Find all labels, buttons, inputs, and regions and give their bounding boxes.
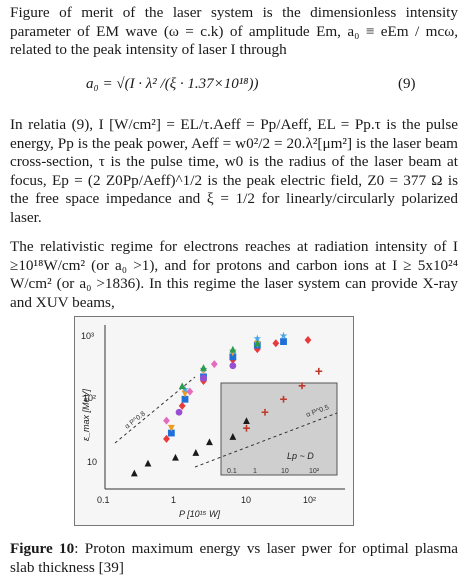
inset-tick-3: 10² — [309, 468, 320, 475]
data-point-s4-p3 — [253, 334, 262, 342]
data-point-s4-p4 — [279, 331, 288, 339]
data-point-s2-p1 — [181, 395, 189, 403]
data-point-s3-p0 — [167, 424, 175, 432]
data-point-s7-p1 — [186, 387, 194, 396]
equation-number: (9) — [398, 76, 416, 92]
inset-tick-0: 0.1 — [227, 468, 237, 475]
fit-line-p05 — [194, 412, 338, 468]
data-point-s6-p1 — [200, 374, 207, 382]
figure-caption: Figure 10: Proton maximum energy vs lase… — [10, 540, 458, 577]
y-axis-label: ε_max [MeV] — [81, 389, 91, 441]
data-point-s1-p1 — [178, 401, 186, 410]
caption-text: : Proton maximum energy vs laser pwer fo… — [10, 540, 458, 576]
data-point-s0-p4 — [206, 438, 213, 446]
data-point-s5-p0 — [178, 382, 186, 390]
definitions-paragraph: In relatia (9), I [W/cm²] = EL/τ.Aeff = … — [10, 116, 458, 226]
x-axis-label: P [10¹⁵ W] — [179, 509, 220, 519]
inset-label: Lp ~ D — [287, 451, 314, 461]
data-point-s8-p3 — [298, 382, 306, 390]
data-point-s5-p2 — [229, 345, 237, 353]
data-point-s0-p3 — [192, 449, 200, 456]
x-tick-label-2: 10 — [241, 495, 251, 505]
data-point-s8-p2 — [280, 395, 287, 403]
data-point-s0-p0 — [130, 469, 138, 477]
data-point-s8-p4 — [315, 367, 323, 375]
data-point-s8-p0 — [243, 424, 250, 432]
data-point-s1-p0 — [163, 434, 170, 443]
equation-9: a₀ = √(I · λ² /(ξ · 1.37×10¹⁸)) (9) — [0, 76, 471, 98]
y-tick-label-1: 10² — [83, 393, 96, 403]
equation-formula: a₀ = √(I · λ² /(ξ · 1.37×10¹⁸)) — [86, 76, 259, 92]
data-point-s0-p5 — [229, 433, 237, 440]
data-point-s6-p2 — [229, 362, 237, 370]
data-point-s8-p1 — [261, 408, 269, 416]
caption-figure-number: Figure 10 — [10, 540, 75, 557]
data-point-s5-p3 — [253, 339, 261, 347]
data-point-s0-p1 — [144, 459, 152, 467]
data-point-s6-p0 — [175, 408, 183, 416]
data-point-s0-p2 — [172, 453, 179, 461]
data-point-s1-p5 — [272, 339, 280, 348]
data-point-s2-p5 — [280, 338, 287, 345]
figure-10-chart: Lp ~ D 0.1 1 10 10² α P^0.8 α P^0.5 10³ … — [74, 316, 354, 526]
data-point-s2-p0 — [167, 429, 175, 437]
chart-svg: Lp ~ D 0.1 1 10 10² α P^0.8 α P^0.5 10³ … — [81, 325, 345, 519]
data-point-s2-p3 — [229, 353, 237, 361]
data-point-s0-p6 — [243, 417, 250, 425]
inset-tick-2: 10 — [281, 468, 289, 475]
y-tick-label-0: 10³ — [81, 331, 94, 341]
y-tick-label-2: 10 — [87, 457, 97, 467]
inset-tick-1: 1 — [253, 468, 257, 475]
data-point-s7-p0 — [163, 416, 170, 425]
fit-label-08: α P^0.8 — [124, 410, 147, 430]
x-tick-label-0: 0.1 — [97, 495, 110, 505]
x-tick-label-3: 10² — [303, 495, 316, 505]
data-point-s5-p1 — [200, 364, 207, 371]
intro-paragraph: Figure of merit of the laser system is t… — [10, 4, 458, 59]
data-point-s7-p2 — [210, 360, 218, 369]
x-tick-label-1: 1 — [171, 495, 176, 505]
data-point-s1-p6 — [304, 335, 312, 344]
inset-panel — [220, 382, 338, 476]
regime-paragraph: The relativistic regime for electrons re… — [10, 238, 458, 311]
data-markers — [130, 331, 323, 477]
